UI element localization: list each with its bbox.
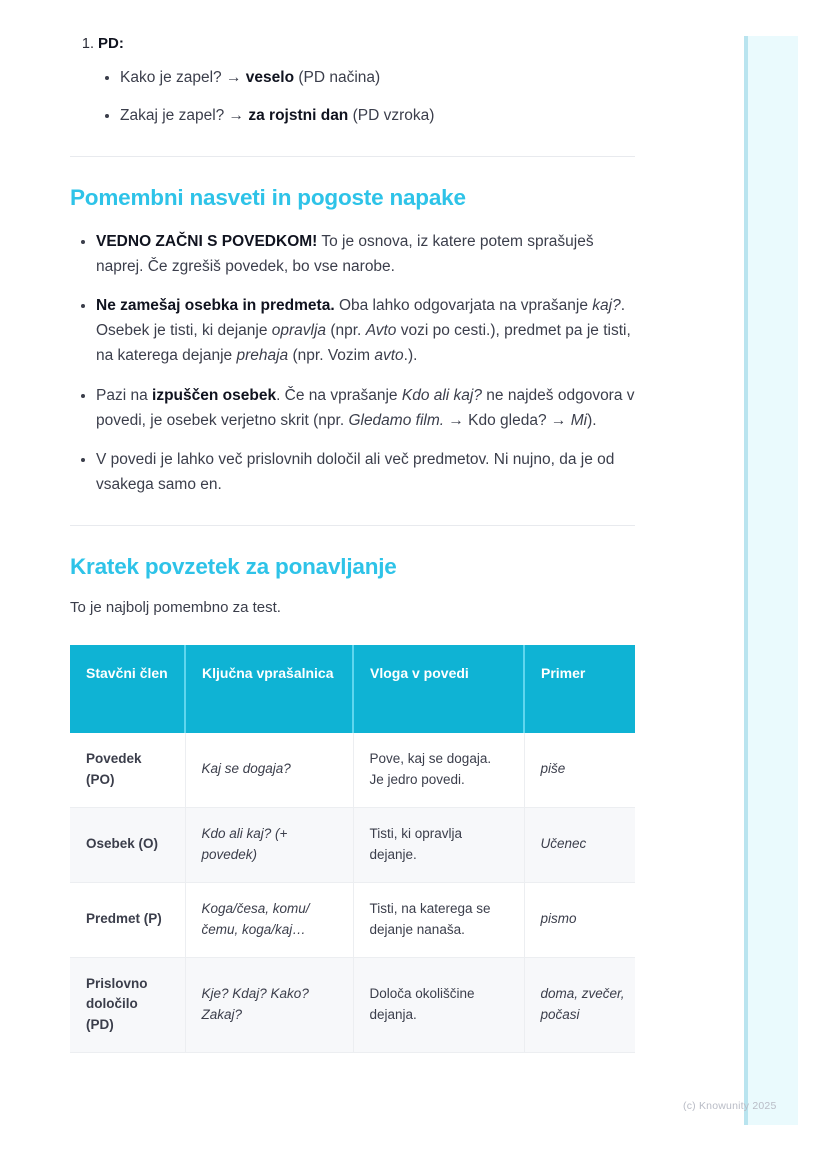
cell-example: Učenec xyxy=(524,807,635,883)
cell-question: Kje? Kdaj? Kako? Zakaj? xyxy=(185,957,354,1054)
numbered-list: PD: Kako je zapel? → veselo (PD načina) … xyxy=(70,0,635,128)
cell-term: Povedek (PO) xyxy=(70,733,186,808)
table-row: Predmet (P) Koga/česa, komu/čemu, koga/k… xyxy=(70,882,635,958)
cell-role: Določa okoliščine dejanja. xyxy=(353,957,525,1054)
cell-term: Predmet (P) xyxy=(70,882,186,958)
bullet-body-p4: vozi po cesti.), predmet pa je tisti, na… xyxy=(96,322,631,365)
answer-text: veselo xyxy=(245,69,295,86)
bullet-italic-4: prehaja xyxy=(236,347,289,365)
table-row: Povedek (PO) Kaj se dogaja? Pove, kaj se… xyxy=(70,733,635,808)
table-header-row: Stavčni člen Ključna vprašalnica Vloga v… xyxy=(70,645,635,734)
bullet-body-p1: Pazi na xyxy=(96,386,153,404)
cell-role: Tisti, ki opravlja dejanje. xyxy=(353,807,525,883)
table-row: Prislovno določilo (PD) Kje? Kdaj? Kako?… xyxy=(70,957,635,1054)
bullet-body-p3: (npr. xyxy=(326,322,366,340)
bullet-italic-1: kaj? xyxy=(592,297,621,315)
bullet-body-p3: ne najdeš odgovora v povedi, je osebek v… xyxy=(96,386,635,429)
bullet-bold-1: izpuščen osebek xyxy=(152,386,277,404)
tips-bullet-list: VEDNO ZAČNI S POVEDKOM! To je osnova, iz… xyxy=(70,229,635,497)
cell-term: Osebek (O) xyxy=(70,807,186,883)
cell-example: doma, zvečer, počasi xyxy=(524,957,635,1054)
note-text: (PD vzroka) xyxy=(348,107,435,125)
bullet-body: V povedi je lahko več prislovnih določil… xyxy=(96,450,615,493)
summary-intro-text: To je najbolj pomembno za test. xyxy=(70,599,281,617)
question-text: Zakaj je zapel? → xyxy=(120,107,249,125)
cell-question: Koga/česa, komu/čemu, koga/kaj… xyxy=(185,882,354,958)
bullet-italic-1: Kdo ali kaj? xyxy=(401,386,482,404)
list-item-title: PD: xyxy=(98,35,124,52)
summary-table-container: Stavčni člen Ključna vprašalnica Vloga v… xyxy=(70,645,635,1054)
list-item: Pazi na izpuščen osebek. Če na vprašanje… xyxy=(96,383,635,433)
list-item: PD: Kako je zapel? → veselo (PD načina) … xyxy=(98,0,635,128)
section-divider xyxy=(70,156,635,158)
cell-example: pismo xyxy=(524,882,635,958)
note-text: (PD načina) xyxy=(294,69,381,86)
bullet-italic-2: opravlja xyxy=(271,322,327,340)
column-header-question: Ključna vprašalnica xyxy=(185,645,354,734)
sub-bullet-list: Kako je zapel? → veselo (PD načina) Zaka… xyxy=(98,66,635,128)
bullet-body-p2: . Če na vprašanje xyxy=(276,386,402,404)
bullet-lead: Ne zamešaj osebka in predmeta. xyxy=(96,297,335,315)
cell-role: Pove, kaj se dogaja. Je jedro povedi. xyxy=(353,733,525,808)
summary-table: Stavčni člen Ključna vprašalnica Vloga v… xyxy=(70,645,635,1054)
table-header: Stavčni člen Ključna vprašalnica Vloga v… xyxy=(70,645,635,734)
bullet-body-p5: ). xyxy=(587,411,597,429)
bullet-lead: VEDNO ZAČNI S POVEDKOM! xyxy=(96,233,318,251)
bullet-body-p2: . Osebek je tisti, ki dejanje xyxy=(96,297,626,340)
list-item: VEDNO ZAČNI S POVEDKOM! To je osnova, iz… xyxy=(96,229,635,279)
summary-section-heading: Kratek povzetek za ponavljanje xyxy=(70,554,397,580)
right-scroll-strip-background xyxy=(744,36,798,1125)
table-row: Osebek (O) Kdo ali kaj? (+ povedek) Tist… xyxy=(70,807,635,883)
column-header-term: Stavčni člen xyxy=(70,645,186,734)
column-header-role: Vloga v povedi xyxy=(353,645,525,734)
list-item: Zakaj je zapel? → za rojstni dan (PD vzr… xyxy=(120,104,635,128)
list-item: V povedi je lahko več prislovnih določil… xyxy=(96,447,635,497)
bullet-body-p5: (npr. Vozim xyxy=(288,347,375,365)
cell-term: Prislovno določilo (PD) xyxy=(70,957,186,1054)
bullet-italic-5: avto xyxy=(374,347,404,365)
section-divider xyxy=(70,525,635,527)
scrollbar-track[interactable] xyxy=(744,36,748,1125)
bullet-italic-3: Avto xyxy=(365,322,397,340)
list-item: Kako je zapel? → veselo (PD načina) xyxy=(120,66,635,90)
list-item: Ne zamešaj osebka in predmeta. Oba lahko… xyxy=(96,293,635,368)
bullet-italic-3: Mi xyxy=(570,411,588,429)
cell-question: Kaj se dogaja? xyxy=(185,733,354,808)
bullet-body-p6: .). xyxy=(403,347,418,365)
tips-section-heading: Pomembni nasveti in pogoste napake xyxy=(70,185,466,211)
copyright-watermark: (c) Knowunity 2025 xyxy=(683,1100,777,1112)
cell-role: Tisti, na katerega se dejanje nanaša. xyxy=(353,882,525,958)
cell-example: piše xyxy=(524,733,635,808)
table-body: Povedek (PO) Kaj se dogaja? Pove, kaj se… xyxy=(70,733,635,1054)
column-header-example: Primer xyxy=(524,645,635,734)
bullet-body: To je osnova, iz katere potem sprašuješ … xyxy=(96,233,594,276)
answer-text: za rojstni dan xyxy=(248,107,349,125)
bullet-body-p4: → Kdo gleda? → xyxy=(444,411,571,429)
bullet-italic-2: Gledamo film. xyxy=(348,411,445,429)
bullet-body-p1: Oba lahko odgovarjata na vprašanje xyxy=(334,297,593,315)
question-text: Kako je zapel? → xyxy=(120,69,246,86)
document-content: PD: Kako je zapel? → veselo (PD načina) … xyxy=(70,0,635,1054)
cell-question: Kdo ali kaj? (+ povedek) xyxy=(185,807,354,883)
